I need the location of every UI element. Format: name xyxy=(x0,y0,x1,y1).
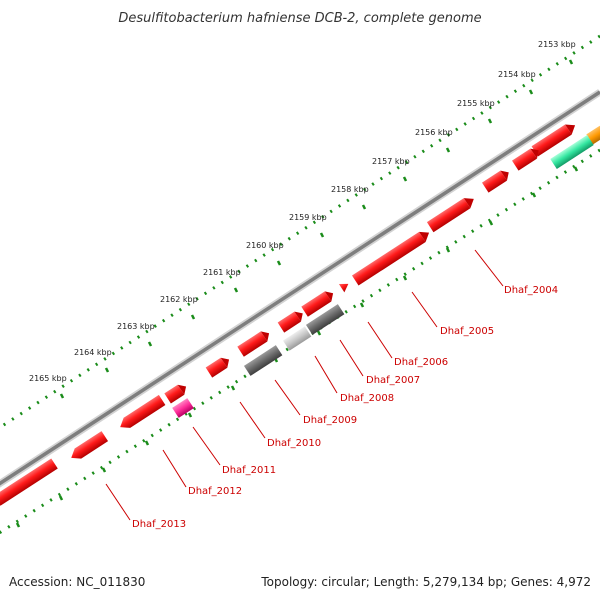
genome-backbone-core xyxy=(0,90,600,486)
scale-major-tick xyxy=(230,385,236,391)
scale-major-tick xyxy=(101,467,107,473)
gene-arrow[interactable] xyxy=(305,304,345,335)
scale-major-tick xyxy=(359,302,365,308)
gene-arrow[interactable] xyxy=(351,228,432,286)
scale-tick-label: 2153 kbp xyxy=(538,40,576,49)
gene-labels: Dhaf_2004 Dhaf_2005 Dhaf_2006 Dhaf_2007 … xyxy=(132,285,558,530)
gene-label[interactable]: Dhaf_2009 xyxy=(303,415,357,426)
outer-tick-track xyxy=(0,34,600,430)
scale-major-tick xyxy=(402,275,408,281)
gene-label[interactable]: Dhaf_2004 xyxy=(504,285,558,296)
scale-major-tick xyxy=(147,341,153,347)
gene-label[interactable]: Dhaf_2011 xyxy=(222,465,276,476)
gene-label[interactable]: Dhaf_2005 xyxy=(440,326,494,337)
gene-label[interactable]: Dhaf_2013 xyxy=(132,519,186,530)
gene-arrow[interactable] xyxy=(68,431,109,463)
gene-arrow[interactable] xyxy=(237,328,272,357)
outer-major-ticks xyxy=(59,59,574,399)
scale-major-tick xyxy=(568,59,574,65)
scale-tick-label: 2164 kbp xyxy=(74,348,112,357)
gene-arrow[interactable] xyxy=(164,381,189,404)
gene-arrow[interactable] xyxy=(426,194,477,233)
gene-arrow[interactable] xyxy=(550,134,594,170)
gene-arrow[interactable] xyxy=(205,354,233,378)
scale-tick-label: 2156 kbp xyxy=(415,128,453,137)
label-leaders xyxy=(105,249,504,521)
scale-major-tick xyxy=(15,522,21,528)
scale-major-tick xyxy=(144,440,150,446)
gene-label[interactable]: Dhaf_2008 xyxy=(340,393,394,404)
scale-major-tick xyxy=(361,204,367,210)
gene-arrow[interactable] xyxy=(481,167,512,193)
gene-arrow[interactable] xyxy=(277,308,306,333)
scale-major-tick xyxy=(402,176,408,182)
gene-label[interactable]: Dhaf_2006 xyxy=(394,357,448,368)
scale-tick-label: 2162 kbp xyxy=(160,295,198,304)
scale-major-tick xyxy=(319,232,325,238)
scale-major-tick xyxy=(233,287,239,293)
scale-major-tick xyxy=(487,118,493,124)
gene-arrow[interactable] xyxy=(282,326,312,351)
scale-tick-label: 2157 kbp xyxy=(372,157,410,166)
gene-arrow[interactable] xyxy=(511,145,542,171)
scale-major-tick xyxy=(316,330,322,336)
scale-major-tick xyxy=(190,314,196,320)
forward-strand-genes xyxy=(0,120,600,509)
scale-major-tick xyxy=(488,220,494,226)
map-title: Desulfitobacterium hafniense DCB-2, comp… xyxy=(118,11,481,26)
scale-major-tick xyxy=(445,247,451,253)
scale-major-tick xyxy=(276,260,282,266)
scale-major-tick xyxy=(573,166,579,172)
gene-arrow[interactable] xyxy=(172,398,194,418)
scale-tick-label: 2158 kbp xyxy=(331,185,369,194)
scale-major-tick xyxy=(104,367,110,373)
scale-major-tick xyxy=(445,147,451,153)
scale-major-tick xyxy=(58,495,64,501)
scale-major-tick xyxy=(528,89,534,95)
scale-major-tick xyxy=(187,412,193,418)
gene-arrow[interactable] xyxy=(117,394,166,432)
gene-arrow[interactable] xyxy=(531,120,579,157)
gene-arrow[interactable] xyxy=(0,458,58,509)
accession-text: Accession: NC_011830 xyxy=(9,575,145,589)
gene-label[interactable]: Dhaf_2007 xyxy=(366,375,420,386)
scale-tick-label: 2161 kbp xyxy=(203,268,241,277)
scale-tick-label: 2154 kbp xyxy=(498,70,536,79)
scale-tick-label: 2165 kbp xyxy=(29,374,67,383)
gene-label[interactable]: Dhaf_2010 xyxy=(267,438,321,449)
scale-tick-label: 2155 kbp xyxy=(457,99,495,108)
gene-arrow[interactable] xyxy=(338,280,351,293)
genome-summary-text: Topology: circular; Length: 5,279,134 bp… xyxy=(260,575,591,589)
scale-tick-label: 2159 kbp xyxy=(289,213,327,222)
gene-arrow[interactable] xyxy=(243,345,283,376)
scale-tick-label: 2160 kbp xyxy=(246,241,284,250)
tick-labels: 2153 kbp 2154 kbp 2155 kbp 2156 kbp 2157 kbp… xyxy=(29,40,576,383)
gene-arrow[interactable] xyxy=(301,288,336,317)
gene-arrow[interactable] xyxy=(586,125,600,145)
reverse-strand-genes xyxy=(172,134,594,418)
gene-label[interactable]: Dhaf_2012 xyxy=(188,486,242,497)
scale-major-tick xyxy=(59,393,65,399)
scale-major-tick xyxy=(531,192,537,198)
scale-tick-label: 2163 kbp xyxy=(117,322,155,331)
